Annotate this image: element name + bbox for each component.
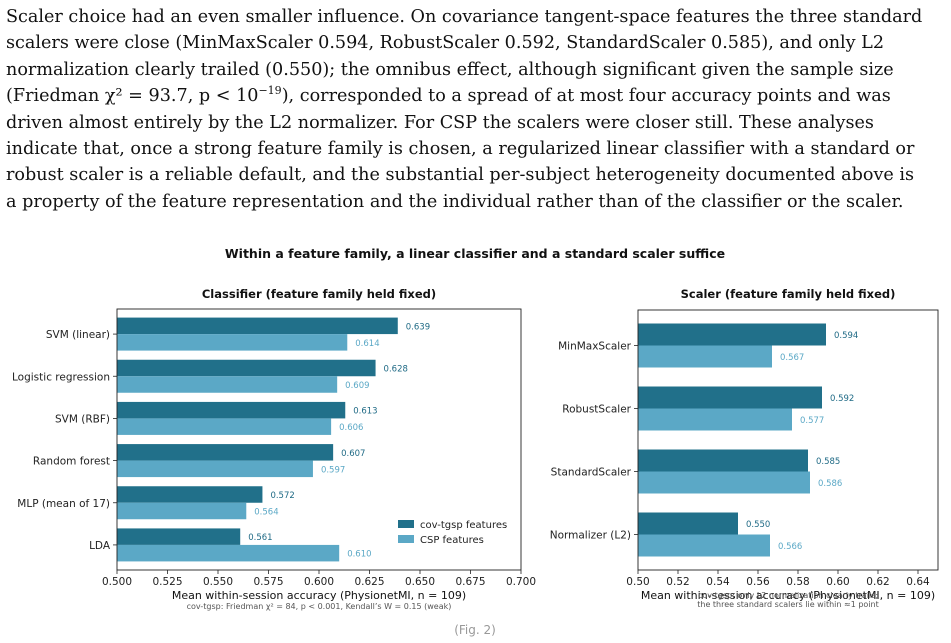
x-tick-label: 0.60 [826,576,849,588]
bar-value-label: 0.606 [339,423,363,433]
category-label: Random forest [33,456,110,468]
figure-suptitle: Within a feature family, a linear classi… [225,246,725,261]
paragraph-line: Scaler choice had an even smaller influe… [6,7,923,27]
category-label: RobustScaler [562,404,631,416]
bar-cov-tgsp [117,317,398,335]
paragraph-line: a property of the feature representation… [6,191,904,212]
paragraph-line: (Friedman χ² = 93.7, p < 10−19), corresp… [6,83,944,109]
panel-note: the three standard scalers lie within ≈1… [697,600,878,609]
paragraph-fragment: (Friedman χ² = 93.7, p < 10 [6,86,259,107]
bar-value-label: 0.607 [341,449,365,459]
category-label: MLP (mean of 17) [17,498,110,510]
bar-csp [638,345,772,368]
bar-value-label: 0.614 [355,339,379,349]
bar-cov-tgsp [638,449,808,472]
x-axis-label: Mean within-session accuracy (PhysionetM… [641,589,935,602]
bar-csp [117,376,338,393]
category-label: MinMaxScaler [558,341,632,353]
x-tick-label: 0.625 [354,576,384,588]
x-tick-label: 0.500 [102,576,132,588]
category-label: Logistic regression [12,371,110,383]
bar-value-label: 0.567 [780,353,804,363]
x-tick-label: 0.64 [906,576,930,588]
bar-value-label: 0.592 [830,394,854,404]
x-axis-label: Mean within-session accuracy (PhysionetM… [172,589,466,602]
x-tick-label: 0.575 [253,576,283,588]
panel-note: cov-tgsp: only L2 normalization clearly … [698,591,878,600]
bar-value-label: 0.639 [406,322,430,332]
bar-value-label: 0.561 [248,533,272,543]
x-tick-label: 0.52 [666,576,689,588]
x-tick-label: 0.62 [866,576,889,588]
x-tick-label: 0.550 [203,576,233,588]
x-tick-label: 0.56 [746,576,770,588]
bar-value-label: 0.628 [384,365,408,375]
category-label: SVM (RBF) [55,413,110,425]
paragraph-exponent: −19 [258,84,282,98]
scaler-panel: Scaler (feature family held fixed) 0.594 0… [550,287,939,609]
paragraph-line: scalers were close (MinMaxScaler 0.594, … [6,33,885,54]
paragraph-line: robust scaler is a reliable default, and… [6,165,915,186]
bar-value-label: 0.586 [818,479,842,489]
paragraph-line: normalization clearly trailed (0.550); t… [6,59,894,80]
bar-csp [117,418,332,435]
panel-title: Scaler (feature family held fixed) [681,287,896,301]
bar-csp [638,471,810,494]
bar-value-label: 0.577 [800,416,824,426]
bar-cov-tgsp [117,401,346,419]
bar-value-label: 0.597 [321,465,345,475]
x-tick-label: 0.600 [304,576,334,588]
paragraph-line: indicate that, once a strong feature fam… [6,139,915,160]
classifier-panel: Classifier (feature family held fixed) 0.… [12,287,536,611]
bar-csp [638,408,792,431]
bar-value-label: 0.609 [345,381,369,391]
bar-csp [117,334,348,351]
panel-note: cov-tgsp: Friedman χ² = 84, p < 0.001, K… [187,602,452,611]
x-tick-label: 0.675 [455,576,485,588]
bar-cov-tgsp [117,528,241,545]
bar-value-label: 0.610 [347,550,371,560]
x-tick-label: 0.50 [626,576,649,588]
plot-frame [637,309,939,571]
x-tick-label: 0.58 [786,576,809,588]
category-label: StandardScaler [551,467,632,479]
category-label: SVM (linear) [46,329,110,341]
bar-value-label: 0.566 [778,542,802,552]
panel-title: Classifier (feature family held fixed) [202,287,436,301]
paragraph-fragment: ), corresponded to a spread of at most f… [281,86,891,107]
legend-label: CSP features [420,535,484,546]
bar-cov-tgsp [638,323,826,346]
paragraph-line: driven almost entirely by the L2 normali… [6,112,874,133]
bar-cov-tgsp [117,486,263,503]
bar-value-label: 0.564 [254,508,278,518]
bar-csp [117,544,340,562]
bar-value-label: 0.594 [834,331,858,341]
bar-value-label: 0.550 [746,520,770,530]
x-tick-label: 0.525 [152,576,182,588]
category-label: LDA [89,540,111,552]
body-paragraph: Scaler choice had an even smaller influe… [6,4,944,215]
bar-csp [117,460,313,478]
bar-cov-tgsp [117,444,334,461]
x-tick-label: 0.54 [706,576,730,588]
x-tick-label: 0.700 [506,576,536,588]
legend-swatch [398,535,414,543]
bar-value-label: 0.572 [270,491,294,501]
category-label: Normalizer (L2) [550,530,631,542]
bar-cov-tgsp [117,359,376,377]
bar-value-label: 0.613 [353,407,377,417]
legend-label: cov-tgsp features [420,520,507,531]
bar-cov-tgsp [638,512,738,535]
bar-value-label: 0.585 [816,457,840,467]
bar-csp [638,534,770,557]
bar-cov-tgsp [638,386,822,409]
figure-footer: (Fig. 2) [454,623,496,637]
x-tick-label: 0.650 [405,576,435,588]
bar-csp [117,502,247,520]
legend-swatch [398,520,414,528]
